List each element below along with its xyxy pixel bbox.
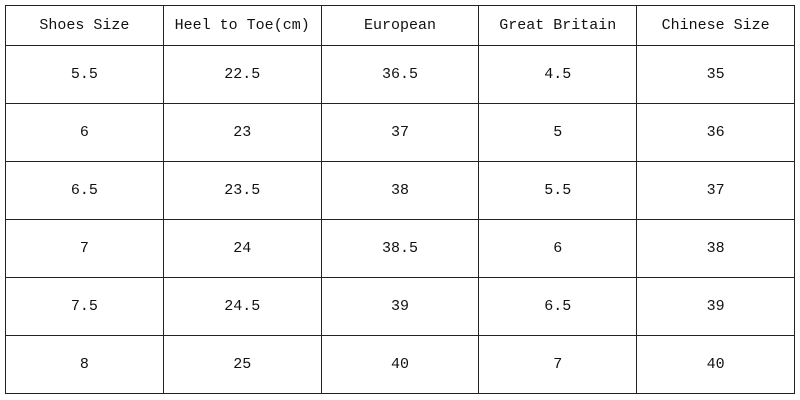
table-cell: 5.5 bbox=[478, 161, 638, 220]
table-cell: 39 bbox=[320, 277, 480, 336]
table-cell: 24.5 bbox=[162, 277, 322, 336]
table-cell: 38.5 bbox=[320, 219, 480, 278]
header-row: Shoes Size Heel to Toe(cm) European Great B… bbox=[5, 5, 795, 46]
table-row: 5.5 22.5 36.5 4.5 35 bbox=[5, 45, 795, 104]
table-cell: 23 bbox=[162, 103, 322, 162]
table-cell: 38 bbox=[636, 219, 795, 278]
table-cell: 40 bbox=[320, 335, 480, 394]
table-cell: 23.5 bbox=[162, 161, 322, 220]
table-cell: 8 bbox=[5, 335, 164, 394]
header-cell: Heel to Toe(cm) bbox=[162, 5, 322, 46]
table-cell: 36.5 bbox=[320, 45, 480, 104]
header-cell: Great Britain bbox=[478, 5, 638, 46]
table-cell: 40 bbox=[636, 335, 795, 394]
table-cell: 37 bbox=[636, 161, 795, 220]
table-body: 5.5 22.5 36.5 4.5 35 6 23 37 5 36 6.5 23.5 38 5.5 37 7 2… bbox=[5, 45, 795, 394]
table-cell: 6.5 bbox=[478, 277, 638, 336]
header-cell: European bbox=[320, 5, 480, 46]
table-row: 7.5 24.5 39 6.5 39 bbox=[5, 277, 795, 336]
table-cell: 7 bbox=[478, 335, 638, 394]
table-cell: 4.5 bbox=[478, 45, 638, 104]
size-table: Shoes Size Heel to Toe(cm) European Great B… bbox=[5, 5, 795, 394]
table-container: Shoes Size Heel to Toe(cm) European Great B… bbox=[5, 5, 795, 394]
table-cell: 6.5 bbox=[5, 161, 164, 220]
table-cell: 37 bbox=[320, 103, 480, 162]
table-cell: 38 bbox=[320, 161, 480, 220]
table-cell: 6 bbox=[5, 103, 164, 162]
table-row: 6.5 23.5 38 5.5 37 bbox=[5, 161, 795, 220]
header-cell: Shoes Size bbox=[5, 5, 164, 46]
table-cell: 39 bbox=[636, 277, 795, 336]
table-cell: 7 bbox=[5, 219, 164, 278]
table-row: 8 25 40 7 40 bbox=[5, 335, 795, 394]
table-row: 6 23 37 5 36 bbox=[5, 103, 795, 162]
table-cell: 22.5 bbox=[162, 45, 322, 104]
table-cell: 35 bbox=[636, 45, 795, 104]
table-cell: 5 bbox=[478, 103, 638, 162]
header-cell: Chinese Size bbox=[636, 5, 795, 46]
table-cell: 5.5 bbox=[5, 45, 164, 104]
table-cell: 24 bbox=[162, 219, 322, 278]
table-row: 7 24 38.5 6 38 bbox=[5, 219, 795, 278]
table-head: Shoes Size Heel to Toe(cm) European Great B… bbox=[5, 5, 795, 46]
table-cell: 25 bbox=[162, 335, 322, 394]
table-cell: 36 bbox=[636, 103, 795, 162]
table-cell: 6 bbox=[478, 219, 638, 278]
table-cell: 7.5 bbox=[5, 277, 164, 336]
